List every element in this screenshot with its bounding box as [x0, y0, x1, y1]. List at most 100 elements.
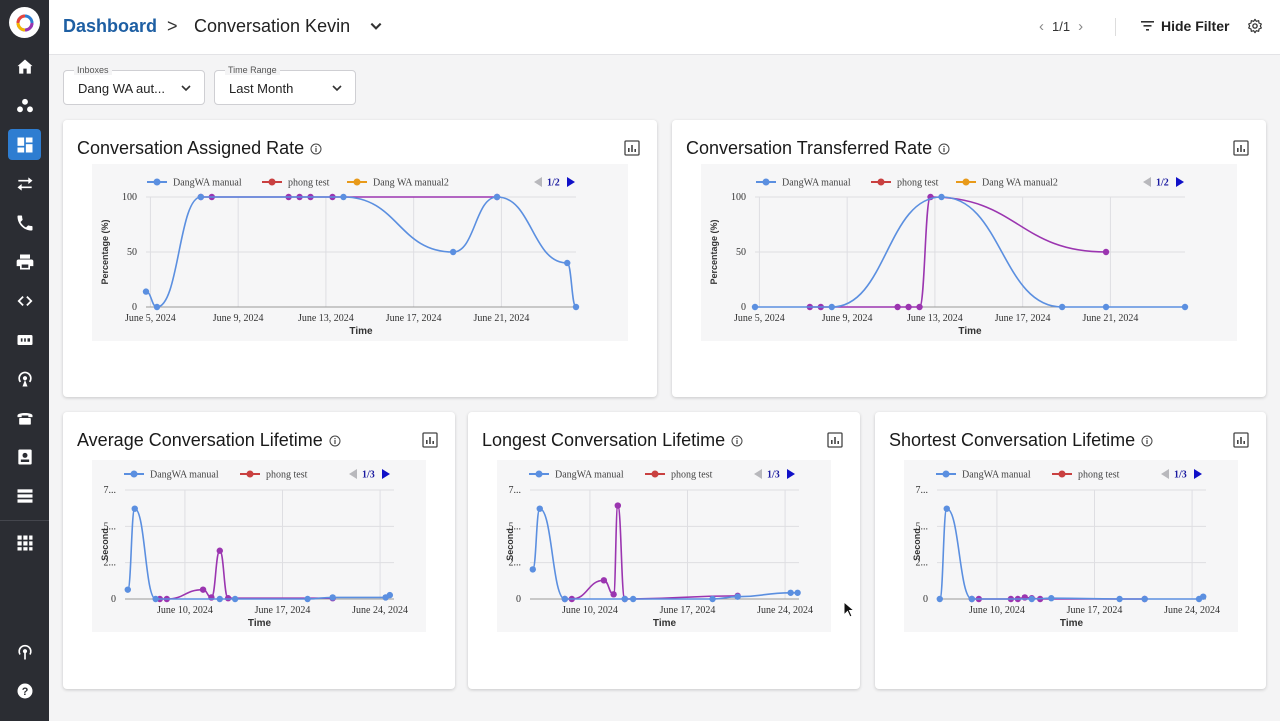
sip-icon[interactable]	[8, 324, 41, 355]
database-icon[interactable]	[8, 480, 41, 511]
data-point[interactable]	[231, 595, 239, 603]
inboxes-select[interactable]: Inboxes Dang WA aut...	[63, 65, 205, 105]
data-point[interactable]	[199, 586, 207, 593]
hide-filter-button[interactable]: Hide Filter	[1141, 18, 1229, 34]
data-point[interactable]	[936, 595, 943, 603]
time-range-select[interactable]: Time Range Last Month	[214, 65, 356, 105]
info-icon[interactable]	[310, 143, 322, 155]
app-logo[interactable]	[9, 7, 40, 38]
legend-next-icon[interactable]	[1176, 177, 1184, 187]
data-point[interactable]	[153, 303, 161, 311]
data-point[interactable]	[536, 505, 543, 512]
info-icon[interactable]	[731, 435, 743, 447]
legend-page: 1/3	[767, 470, 780, 481]
chart-type-icon[interactable]	[422, 432, 438, 448]
data-point[interactable]	[894, 303, 901, 311]
x-tick-label: June 24, 2024	[757, 605, 813, 616]
data-point[interactable]	[943, 505, 950, 512]
legend-prev-icon[interactable]	[349, 469, 357, 479]
legend-prev-icon[interactable]	[1143, 177, 1151, 187]
telephone-icon[interactable]	[8, 402, 41, 433]
data-point[interactable]	[529, 566, 536, 573]
data-point[interactable]	[1116, 595, 1123, 603]
legend-prev-icon[interactable]	[534, 177, 542, 187]
data-point[interactable]	[1181, 303, 1189, 311]
data-point[interactable]	[1028, 595, 1035, 603]
contacts-icon[interactable]	[8, 90, 41, 121]
data-point[interactable]	[1102, 303, 1110, 311]
data-point[interactable]	[142, 288, 150, 295]
top-header: Dashboard > Conversation Kevin ‹ 1/1 › H…	[49, 0, 1280, 55]
help-icon[interactable]: ?	[8, 675, 41, 706]
data-point[interactable]	[493, 193, 501, 201]
y-tick-label: 0	[132, 302, 137, 313]
data-point[interactable]	[751, 303, 759, 311]
legend-next-icon[interactable]	[1194, 469, 1202, 479]
x-tick-label: June 10, 2024	[562, 605, 618, 616]
y-tick-label: 5...	[104, 521, 117, 532]
chart-type-icon[interactable]	[1233, 140, 1249, 156]
x-axis-title: Time	[958, 326, 982, 337]
data-point[interactable]	[152, 595, 159, 603]
data-point[interactable]	[916, 303, 923, 311]
data-point[interactable]	[386, 591, 394, 599]
data-point[interactable]	[1102, 248, 1110, 256]
data-point[interactable]	[216, 547, 223, 554]
data-point[interactable]	[564, 259, 571, 267]
data-point[interactable]	[1058, 303, 1066, 311]
data-point[interactable]	[1141, 595, 1148, 603]
data-point[interactable]	[572, 303, 580, 311]
data-point[interactable]	[614, 502, 622, 509]
data-point[interactable]	[449, 248, 457, 256]
data-point[interactable]	[968, 595, 976, 603]
data-point[interactable]	[216, 595, 223, 603]
data-point[interactable]	[1048, 595, 1055, 602]
phone-icon[interactable]	[8, 207, 41, 238]
dashboard-icon[interactable]	[8, 129, 41, 160]
legend-next-icon[interactable]	[382, 469, 390, 479]
prev-page-icon[interactable]: ‹	[1039, 18, 1044, 35]
data-point[interactable]	[610, 591, 617, 598]
chart-type-icon[interactable]	[1233, 432, 1249, 448]
data-point[interactable]	[329, 594, 336, 601]
data-point[interactable]	[734, 593, 741, 600]
data-point[interactable]	[828, 303, 835, 311]
legend-prev-icon[interactable]	[1161, 469, 1169, 479]
data-point[interactable]	[340, 193, 347, 201]
data-point[interactable]	[938, 193, 945, 201]
info-icon[interactable]	[1141, 435, 1153, 447]
data-point[interactable]	[621, 595, 628, 603]
podcast-icon[interactable]	[8, 636, 41, 667]
data-point[interactable]	[600, 577, 608, 584]
data-point[interactable]	[787, 589, 794, 596]
breadcrumb-dashboard[interactable]: Dashboard	[63, 16, 158, 36]
info-icon[interactable]	[329, 435, 341, 447]
broadcast-icon[interactable]	[8, 363, 41, 394]
chevron-down-icon[interactable]	[369, 19, 383, 33]
apps-icon[interactable]	[8, 527, 41, 558]
contact-card-icon[interactable]	[8, 441, 41, 472]
data-point[interactable]	[629, 595, 637, 603]
data-point[interactable]	[1200, 593, 1207, 600]
data-point[interactable]	[131, 505, 138, 512]
data-point[interactable]	[124, 586, 131, 593]
code-icon[interactable]	[8, 285, 41, 316]
data-point[interactable]	[794, 589, 801, 596]
data-point[interactable]	[905, 303, 912, 311]
legend-next-icon[interactable]	[567, 177, 575, 187]
data-point[interactable]	[709, 595, 716, 603]
data-point[interactable]	[561, 595, 569, 603]
chart-type-icon[interactable]	[827, 432, 843, 448]
chart-type-icon[interactable]	[624, 140, 640, 156]
legend-next-icon[interactable]	[787, 469, 795, 479]
legend-prev-icon[interactable]	[754, 469, 762, 479]
y-tick-label: 100	[731, 192, 746, 203]
transfer-icon[interactable]	[8, 168, 41, 199]
home-icon[interactable]	[8, 51, 41, 82]
next-page-icon[interactable]: ›	[1078, 18, 1084, 35]
info-icon[interactable]	[938, 143, 950, 155]
gear-icon[interactable]	[1247, 18, 1263, 34]
data-point[interactable]	[304, 595, 311, 603]
printer-icon[interactable]	[8, 246, 41, 277]
data-point[interactable]	[197, 193, 205, 201]
